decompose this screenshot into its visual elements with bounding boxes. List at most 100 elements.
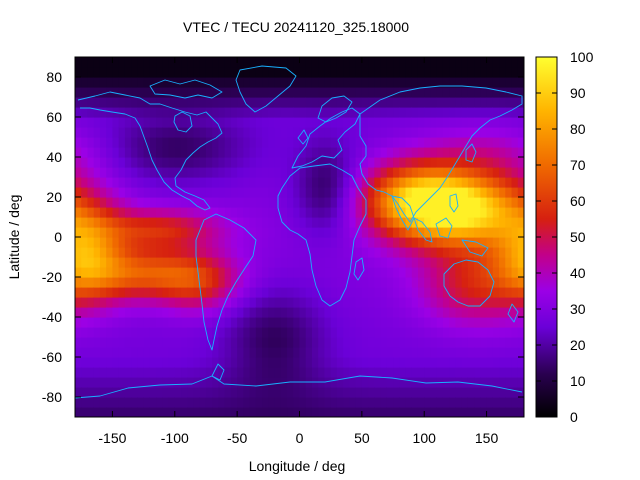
heatmap-cell xyxy=(156,117,163,128)
heatmap-cell xyxy=(449,327,457,338)
heatmap-cell xyxy=(255,407,263,417)
heatmap-cell xyxy=(393,367,400,378)
heatmap-cell xyxy=(324,107,332,118)
heatmap-cell xyxy=(255,207,263,218)
heatmap-cell xyxy=(455,147,463,158)
heatmap-cell xyxy=(349,57,357,68)
heatmap-cell xyxy=(93,387,101,398)
heatmap-cell xyxy=(311,187,319,198)
heatmap-cell xyxy=(305,217,313,228)
heatmap-cell xyxy=(137,137,145,148)
heatmap-cell xyxy=(368,107,375,118)
heatmap-cell xyxy=(436,207,444,218)
heatmap-cell xyxy=(436,387,444,398)
heatmap-cell xyxy=(430,147,438,158)
heatmap-cell xyxy=(474,187,481,198)
heatmap-cell xyxy=(380,377,388,388)
heatmap-cell xyxy=(355,87,363,98)
heatmap-cell xyxy=(168,277,176,288)
heatmap-cell xyxy=(143,187,151,198)
heatmap-cell xyxy=(380,207,388,218)
heatmap-cell xyxy=(287,327,294,338)
heatmap-cell xyxy=(424,257,432,268)
heatmap-cell xyxy=(505,67,513,78)
heatmap-cell xyxy=(492,307,500,318)
heatmap-cell xyxy=(93,87,101,98)
heatmap-cell xyxy=(349,97,357,108)
heatmap-cell xyxy=(511,57,519,68)
heatmap-cell xyxy=(199,157,207,168)
heatmap-cell xyxy=(442,317,450,328)
heatmap-cell xyxy=(486,367,494,378)
heatmap-cell xyxy=(474,207,481,218)
heatmap-cell xyxy=(393,287,400,298)
heatmap-cell xyxy=(131,147,138,158)
heatmap-cell xyxy=(361,367,369,378)
heatmap-cell xyxy=(442,307,450,318)
heatmap-cell xyxy=(162,137,170,148)
heatmap-cell xyxy=(311,197,319,208)
heatmap-cell xyxy=(324,297,332,308)
heatmap-cell xyxy=(287,397,294,408)
heatmap-cell xyxy=(474,57,481,68)
heatmap-cell xyxy=(386,297,394,308)
heatmap-cell xyxy=(268,357,276,368)
heatmap-cell xyxy=(193,227,201,238)
heatmap-cell xyxy=(230,327,238,338)
heatmap-cell xyxy=(274,307,282,318)
heatmap-cell xyxy=(399,397,407,408)
heatmap-cell xyxy=(374,57,382,68)
heatmap-cell xyxy=(355,127,363,138)
heatmap-cell xyxy=(318,207,326,218)
heatmap-cell xyxy=(511,77,519,88)
heatmap-cell xyxy=(205,327,213,338)
heatmap-cell xyxy=(199,407,207,417)
heatmap-cell xyxy=(511,227,519,238)
heatmap-cell xyxy=(361,327,369,338)
heatmap-cell xyxy=(343,327,350,338)
heatmap-cell xyxy=(75,57,82,68)
heatmap-cell xyxy=(162,357,170,368)
heatmap-cell xyxy=(417,357,425,368)
heatmap-cell xyxy=(393,337,400,348)
heatmap-cell xyxy=(199,107,207,118)
heatmap-cell xyxy=(336,67,344,78)
heatmap-cell xyxy=(118,97,126,108)
heatmap-cell xyxy=(505,167,513,178)
heatmap-cell xyxy=(199,247,207,258)
heatmap-cell xyxy=(374,297,382,308)
heatmap-cell xyxy=(467,87,475,98)
heatmap-cell xyxy=(343,67,350,78)
heatmap-cell xyxy=(499,197,506,208)
heatmap-cell xyxy=(380,397,388,408)
heatmap-cell xyxy=(368,377,375,388)
heatmap-cell xyxy=(255,307,263,318)
heatmap-cell xyxy=(81,347,89,358)
heatmap-cell xyxy=(299,217,307,228)
heatmap-cell xyxy=(205,357,213,368)
heatmap-cell xyxy=(330,217,338,228)
heatmap-cell xyxy=(143,377,151,388)
heatmap-cell xyxy=(318,107,326,118)
heatmap-cell xyxy=(417,387,425,398)
heatmap-cell xyxy=(212,67,220,78)
heatmap-cell xyxy=(368,57,375,68)
heatmap-cell xyxy=(436,267,444,278)
heatmap-cell xyxy=(305,187,313,198)
heatmap-cell xyxy=(106,217,114,228)
heatmap-cell xyxy=(343,407,350,417)
heatmap-cell xyxy=(75,177,82,188)
heatmap-cell xyxy=(230,337,238,348)
heatmap-cell xyxy=(336,387,344,398)
heatmap-cell xyxy=(274,317,282,328)
heatmap-cell xyxy=(455,247,463,258)
heatmap-cell xyxy=(499,357,506,368)
heatmap-cell xyxy=(137,287,145,298)
heatmap-cell xyxy=(436,237,444,248)
heatmap-cell xyxy=(280,87,288,98)
heatmap-cell xyxy=(293,237,301,248)
heatmap-cell xyxy=(255,237,263,248)
heatmap-cell xyxy=(299,287,307,298)
heatmap-cell xyxy=(255,327,263,338)
heatmap-cell xyxy=(380,197,388,208)
